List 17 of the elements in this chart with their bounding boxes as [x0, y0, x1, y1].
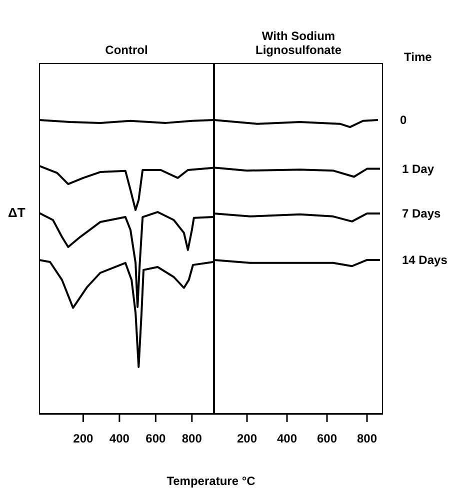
x-tick-label: 800	[356, 432, 378, 446]
y-axis-title: ΔT	[8, 205, 26, 220]
x-tick-label: 400	[276, 432, 298, 446]
series-label: 7 Days	[402, 206, 442, 220]
series-label: 1 Day	[402, 162, 434, 176]
chart-title: With Sodium Lignosulfonate	[254, 29, 342, 57]
x-tick-label: 400	[109, 432, 130, 446]
x-tick-label: 200	[236, 432, 258, 446]
series-label: 14 Days	[402, 252, 448, 267]
x-tick-label: 600	[146, 432, 166, 446]
x-tick-label: 800	[182, 432, 202, 446]
x-tick-label: 600	[316, 432, 338, 446]
chart-title: Control	[104, 43, 149, 57]
series-label: 0	[400, 113, 407, 127]
x-axis-title: Temperature °C	[166, 474, 256, 488]
x-tick-label: 200	[73, 432, 94, 446]
legend-title: Time	[404, 50, 432, 64]
